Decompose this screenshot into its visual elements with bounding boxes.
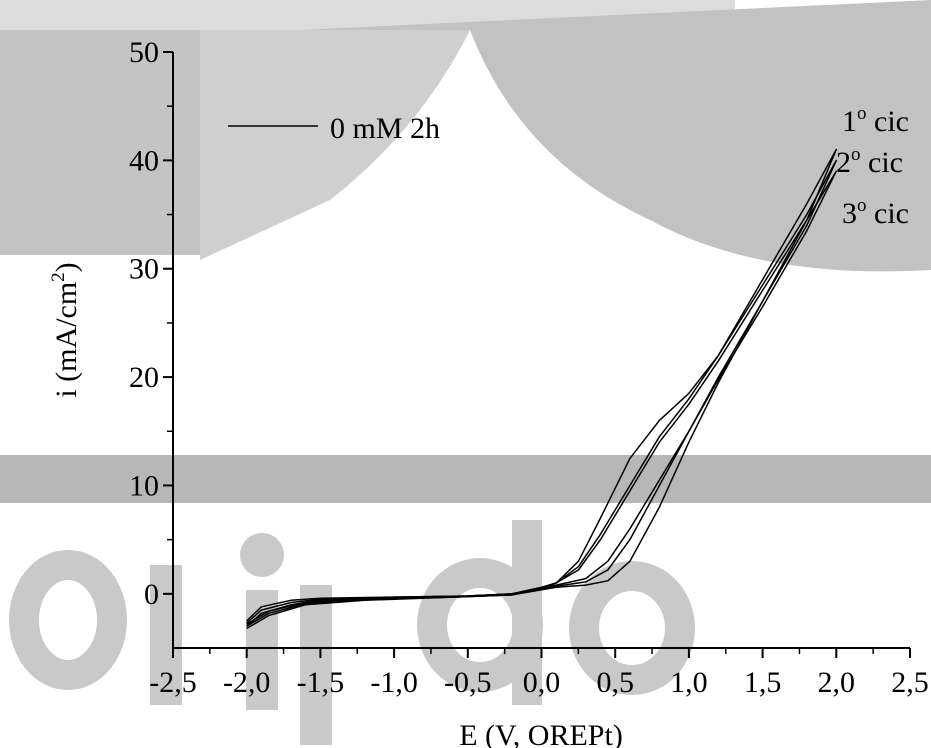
- y-axis-title: i (mA/cm2): [48, 262, 83, 397]
- x-tick-label: 2,5: [891, 666, 929, 699]
- axes: [163, 51, 911, 658]
- x-axis-title: E (V, OREPt): [459, 719, 623, 748]
- x-tick-label: 1,0: [670, 666, 708, 699]
- x-tick-label: 2,0: [818, 666, 856, 699]
- y-tick-label: 30: [129, 253, 159, 286]
- x-tick-label: -1,5: [297, 666, 345, 699]
- y-tick-label: 40: [129, 144, 159, 177]
- x-tick-label: 0,5: [596, 666, 634, 699]
- legend: 0 mM 2h: [228, 112, 440, 145]
- cycle-label-2: 2o cic: [836, 144, 903, 179]
- x-tick-label: -0,5: [444, 666, 492, 699]
- x-tick-label: -2,0: [223, 666, 271, 699]
- y-tick-label: 10: [129, 469, 159, 502]
- series-layer: [246, 148, 838, 630]
- x-tick-label: -1,0: [370, 666, 418, 699]
- series-cycle-3: [246, 170, 838, 630]
- tick-labels: 0 10 20 30 40 50 -2,5 -2,0 -1,5 -1,0 -0,5 0,0 0,5 1,0…: [129, 36, 929, 699]
- x-tick-label: 0,0: [523, 666, 561, 699]
- y-tick-label: 20: [129, 361, 159, 394]
- x-tick-label: 1,5: [744, 666, 782, 699]
- cycle-label-3: 3o cic: [842, 195, 909, 230]
- series-cycle-1: [246, 148, 838, 625]
- series-cycle-2: [246, 159, 838, 627]
- y-tick-label: 50: [129, 36, 159, 69]
- cycle-label-1: 1o cic: [842, 103, 909, 138]
- x-tick-label: -2,5: [149, 666, 197, 699]
- y-tick-label: 0: [144, 578, 159, 611]
- legend-label: 0 mM 2h: [330, 112, 440, 145]
